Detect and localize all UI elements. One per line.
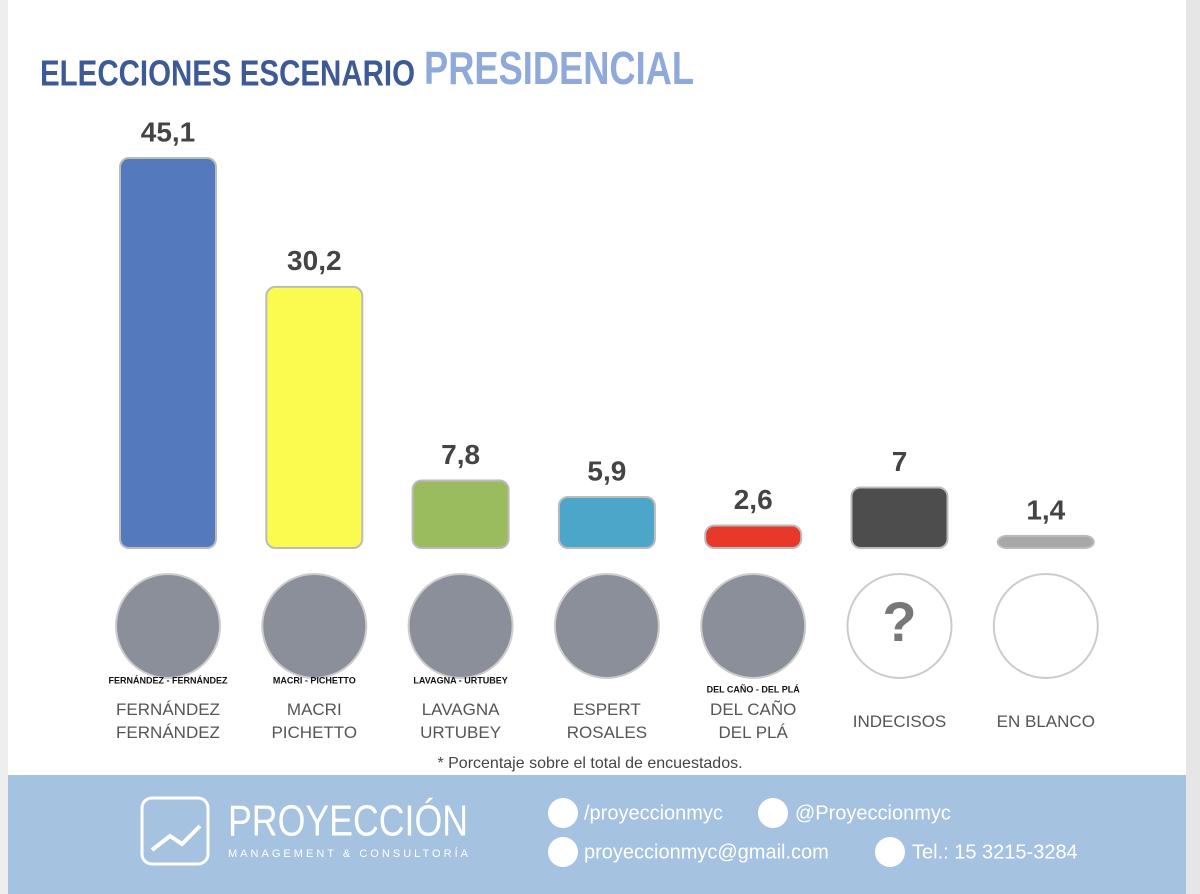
twitter: @Proyeccionmyc — [795, 802, 951, 824]
phone-icon — [875, 837, 905, 867]
logo — [140, 796, 210, 866]
value-label: 1,4 — [1026, 494, 1065, 525]
photo-caption: LAVAGNA - URTUBEY — [413, 675, 507, 685]
category-label: DEL CAÑO DEL PLÁ — [710, 700, 797, 742]
twitter-icon — [758, 798, 788, 828]
category-label: FERNÁNDEZ FERNÁNDEZ — [116, 700, 220, 742]
bar — [996, 534, 1095, 549]
value-label: 30,2 — [287, 245, 342, 276]
phone: Tel.: 15 3215-3284 — [912, 841, 1078, 863]
bar — [119, 157, 217, 549]
chart-title: ELECCIONES ESCENARIO — [40, 53, 415, 94]
edge — [1186, 0, 1200, 894]
photo — [700, 573, 807, 679]
photo-caption: FERNÁNDEZ - FERNÁNDEZ — [109, 675, 228, 685]
photo-caption: DEL CAÑO - DEL PLÁ — [707, 684, 801, 694]
bar — [557, 495, 656, 549]
brand: PROYECCIÓN — [228, 797, 468, 846]
email-icon — [548, 837, 578, 867]
photo-caption: MACRI - PICHETTO — [273, 675, 356, 685]
facebook-icon — [548, 798, 578, 828]
photo — [407, 573, 514, 679]
value-label: 2,6 — [734, 484, 773, 515]
value-label: 45,1 — [141, 116, 196, 147]
category-label: ESPERT ROSALES — [566, 700, 648, 742]
category-label: LAVAGNA URTUBEY — [420, 700, 502, 742]
unknown-icon: ? — [882, 590, 916, 653]
value-label: 5,9 — [587, 455, 626, 486]
edge — [0, 0, 8, 894]
category-label: INDECISOS — [852, 712, 947, 731]
email: proyeccionmyc@gmail.com — [584, 841, 829, 863]
value-label: 7 — [892, 446, 908, 477]
category-label: EN BLANCO — [996, 712, 1095, 731]
placeholder-circle — [846, 573, 953, 679]
bar — [704, 524, 803, 549]
photo — [553, 573, 660, 679]
facebook: /proyeccionmyc — [584, 802, 723, 824]
footnote: * Porcentaje sobre el total de encuestad… — [437, 755, 742, 772]
category-label: MACRI PICHETTO — [271, 700, 358, 742]
value-label: 7,8 — [441, 439, 480, 470]
logo-arrow — [150, 824, 202, 852]
bar — [411, 479, 510, 550]
bar — [265, 285, 364, 549]
photo — [115, 573, 221, 679]
tagline: MANAGEMENT & CONSULTORÍA — [228, 847, 469, 860]
photo — [261, 573, 368, 679]
footer-band — [8, 775, 1186, 894]
bar — [850, 486, 949, 549]
placeholder-circle — [992, 573, 1099, 679]
chart-title-highlight: PRESIDENCIAL — [424, 42, 694, 94]
